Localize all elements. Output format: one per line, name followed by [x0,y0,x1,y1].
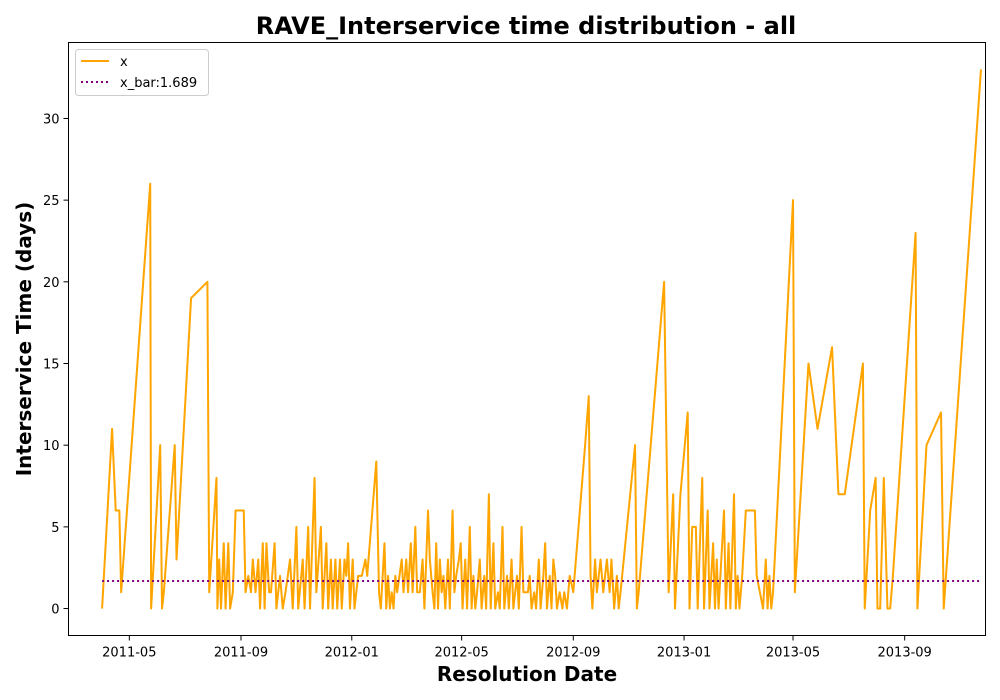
x-tick-label: 2013-01 [657,646,711,661]
x-axis-label: Resolution Date [437,662,617,686]
x-tick-label: 2011-09 [214,646,268,661]
plot-frame [68,42,986,636]
x-tick-label: 2012-05 [434,646,488,661]
x-tick-label: 2012-01 [325,646,379,661]
y-tick-label: 15 [43,358,60,373]
x-axis: 2011-05 2011-09 2012-01 2012-05 2012-09 2013-… [102,635,932,661]
x-tick-label: 2012-09 [546,646,600,661]
x-tick-label: 2011-05 [102,646,156,661]
y-tick-label: 20 [43,276,60,291]
series-line-x [101,69,982,610]
chart-title: RAVE_Interservice time distribution - al… [256,12,797,40]
y-tick-label: 25 [43,194,60,209]
y-tick-label: 5 [51,521,59,536]
y-axis-label: Interservice Time (days) [12,202,36,477]
x-tick-label: 2013-05 [766,646,820,661]
y-tick-label: 10 [43,439,60,454]
y-axis: 0 5 10 15 20 25 30 [43,112,69,618]
plot-area [101,69,982,610]
legend-label-x: x [120,55,128,70]
y-tick-label: 0 [51,603,59,618]
y-tick-label: 30 [43,112,60,127]
x-tick-label: 2013-09 [878,646,932,661]
legend-label-x-bar: x_bar:1.689 [120,76,197,91]
legend: x x_bar:1.689 [75,49,209,96]
